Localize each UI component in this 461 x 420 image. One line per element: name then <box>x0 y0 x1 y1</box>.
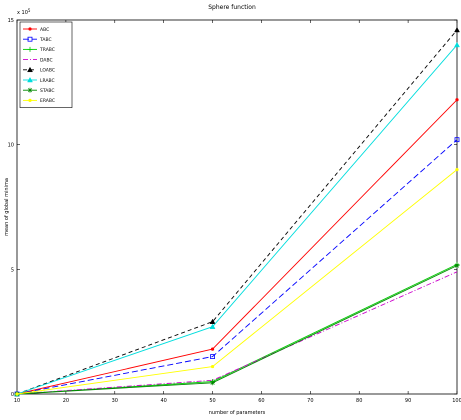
data-point <box>210 347 215 351</box>
y-axis-label: mean of global minima <box>4 178 10 236</box>
legend-item: TABC <box>23 36 52 43</box>
data-point <box>455 168 459 172</box>
x-tick-label: 100 <box>452 398 461 404</box>
legend-marker <box>27 46 33 52</box>
legend-item: DABC <box>23 57 53 63</box>
y-tick-label: 15 <box>8 18 14 24</box>
legend-box <box>19 21 73 108</box>
x-tick-label: 20 <box>63 398 69 404</box>
x-axis-label: number of parameters <box>209 410 266 416</box>
data-point <box>454 26 460 33</box>
legend-marker <box>28 27 32 31</box>
y-tick-label: 5 <box>11 267 14 273</box>
data-point <box>15 392 19 396</box>
y-exponent-power: 5 <box>28 8 31 13</box>
legend-item: LRABC <box>23 76 55 84</box>
legend: ABC TABC TRABC DABC LOABC LRABC STABC ERABC <box>19 21 73 108</box>
data-point <box>454 41 460 48</box>
legend-marker <box>27 66 33 73</box>
data-point <box>209 323 216 329</box>
legend-item: STABC <box>23 87 54 94</box>
chart-title: Sphere function <box>208 4 256 11</box>
series-line <box>16 271 458 395</box>
legend-item: TRABC <box>23 46 55 53</box>
series-dabc <box>16 271 458 395</box>
legend-marker <box>27 36 33 42</box>
x-tick-label: 50 <box>209 398 215 404</box>
series-line <box>16 139 458 395</box>
x-tick-label: 60 <box>258 398 264 404</box>
axis-ticks: 10 20 30 40 50 60 70 80 90 100 0 5 10 15 <box>8 18 461 404</box>
x-tick-label: 40 <box>160 398 166 404</box>
y-exponent-base: x 10 <box>17 10 28 16</box>
legend-marker <box>27 87 33 93</box>
legend-label: DABC <box>40 57 53 63</box>
data-point <box>210 364 215 369</box>
data-point <box>210 380 216 386</box>
data-point <box>210 354 215 360</box>
y-tick-label: 0 <box>11 392 14 398</box>
legend-marker <box>27 76 33 83</box>
data-point <box>455 98 459 102</box>
plot-area <box>16 19 458 395</box>
x-tick-label: 30 <box>112 398 118 404</box>
legend-label: LRABC <box>40 78 55 84</box>
legend-item: LOABC <box>23 66 55 74</box>
legend-label: TABC <box>39 37 52 43</box>
x-tick-label: 90 <box>405 398 411 404</box>
legend-label: ERABC <box>40 98 55 104</box>
series-erabc <box>15 168 459 396</box>
x-tick-label: 10 <box>14 398 20 404</box>
legend-label: TRABC <box>39 47 55 53</box>
legend-label: STABC <box>40 88 54 94</box>
legend-item: ABC <box>23 27 49 33</box>
legend-label: LOABC <box>40 68 55 74</box>
series-layer <box>14 26 460 397</box>
series-line <box>16 29 458 395</box>
y-tick-label: 10 <box>8 143 14 149</box>
data-point <box>454 137 460 143</box>
legend-label: ABC <box>40 27 49 33</box>
legend-marker <box>28 98 32 102</box>
y-exponent-label: x 105 <box>17 8 31 16</box>
x-tick-label: 70 <box>307 398 313 404</box>
legend-item: ERABC <box>23 98 55 104</box>
data-point <box>454 263 460 269</box>
x-tick-label: 80 <box>356 398 362 404</box>
